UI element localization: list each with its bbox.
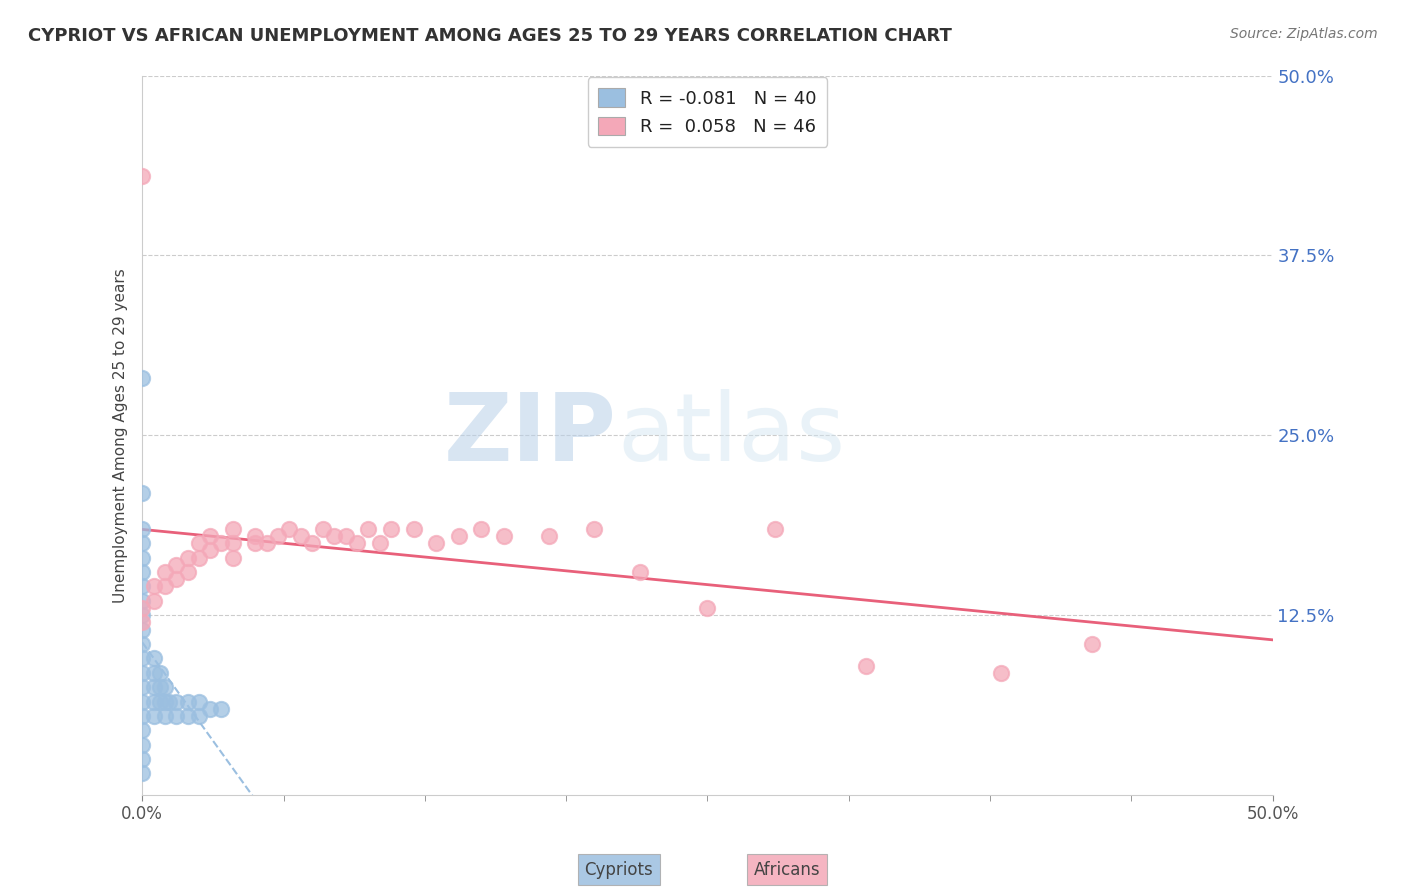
- Point: [176, 565, 198, 579]
- Point: [131, 550, 153, 565]
- Point: [245, 529, 267, 543]
- Point: [142, 665, 165, 680]
- Y-axis label: Unemployment Among Ages 25 to 29 years: Unemployment Among Ages 25 to 29 years: [114, 268, 128, 603]
- Point: [159, 694, 181, 708]
- Point: [131, 370, 153, 384]
- Point: [131, 601, 153, 615]
- Point: [256, 536, 278, 550]
- Point: [131, 694, 153, 708]
- Point: [153, 680, 176, 694]
- Point: [131, 709, 153, 723]
- Point: [346, 536, 368, 550]
- Point: [290, 529, 312, 543]
- Point: [357, 522, 380, 536]
- Point: [312, 522, 335, 536]
- Point: [470, 522, 492, 536]
- Point: [267, 529, 290, 543]
- Point: [323, 529, 346, 543]
- Point: [335, 529, 357, 543]
- Point: [187, 550, 209, 565]
- Point: [763, 522, 786, 536]
- Point: [222, 536, 245, 550]
- Point: [301, 536, 323, 550]
- Point: [142, 594, 165, 608]
- Point: [187, 694, 209, 708]
- Point: [696, 601, 718, 615]
- Point: [198, 529, 221, 543]
- Point: [153, 565, 176, 579]
- Point: [165, 572, 187, 586]
- Text: atlas: atlas: [617, 389, 845, 482]
- Point: [209, 702, 232, 716]
- Point: [176, 709, 198, 723]
- Point: [165, 558, 187, 572]
- Point: [165, 694, 187, 708]
- Point: [142, 579, 165, 593]
- Point: [855, 658, 877, 673]
- Point: [131, 565, 153, 579]
- Point: [368, 536, 391, 550]
- Point: [278, 522, 301, 536]
- Point: [131, 486, 153, 500]
- Point: [198, 702, 221, 716]
- Point: [538, 529, 561, 543]
- Point: [142, 694, 165, 708]
- Point: [131, 637, 153, 651]
- Point: [628, 565, 651, 579]
- Point: [447, 529, 470, 543]
- Text: ZIP: ZIP: [444, 389, 617, 482]
- Text: Source: ZipAtlas.com: Source: ZipAtlas.com: [1230, 27, 1378, 41]
- Point: [131, 522, 153, 536]
- Text: Cypriots: Cypriots: [585, 861, 652, 879]
- Point: [492, 529, 515, 543]
- Point: [142, 709, 165, 723]
- Point: [131, 665, 153, 680]
- Point: [245, 536, 267, 550]
- Point: [583, 522, 606, 536]
- Point: [165, 709, 187, 723]
- Text: CYPRIOT VS AFRICAN UNEMPLOYMENT AMONG AGES 25 TO 29 YEARS CORRELATION CHART: CYPRIOT VS AFRICAN UNEMPLOYMENT AMONG AG…: [28, 27, 952, 45]
- Text: Africans: Africans: [754, 861, 821, 879]
- Point: [149, 694, 172, 708]
- Point: [209, 536, 232, 550]
- Point: [131, 723, 153, 738]
- Legend: R = -0.081   N = 40, R =  0.058   N = 46: R = -0.081 N = 40, R = 0.058 N = 46: [588, 78, 827, 147]
- Point: [222, 550, 245, 565]
- Point: [131, 680, 153, 694]
- Point: [149, 680, 172, 694]
- Point: [425, 536, 447, 550]
- Point: [187, 709, 209, 723]
- Point: [131, 651, 153, 665]
- Point: [142, 651, 165, 665]
- Point: [402, 522, 425, 536]
- Point: [131, 615, 153, 630]
- Point: [176, 694, 198, 708]
- Point: [131, 623, 153, 637]
- Point: [131, 738, 153, 752]
- Point: [131, 169, 153, 184]
- Point: [131, 752, 153, 766]
- Point: [153, 579, 176, 593]
- Point: [153, 709, 176, 723]
- Point: [131, 766, 153, 780]
- Point: [131, 608, 153, 623]
- Point: [198, 543, 221, 558]
- Point: [176, 550, 198, 565]
- Point: [131, 594, 153, 608]
- Point: [380, 522, 402, 536]
- Point: [187, 536, 209, 550]
- Point: [1080, 637, 1102, 651]
- Point: [131, 579, 153, 593]
- Point: [153, 694, 176, 708]
- Point: [142, 680, 165, 694]
- Point: [990, 665, 1012, 680]
- Point: [222, 522, 245, 536]
- Point: [149, 665, 172, 680]
- Point: [131, 536, 153, 550]
